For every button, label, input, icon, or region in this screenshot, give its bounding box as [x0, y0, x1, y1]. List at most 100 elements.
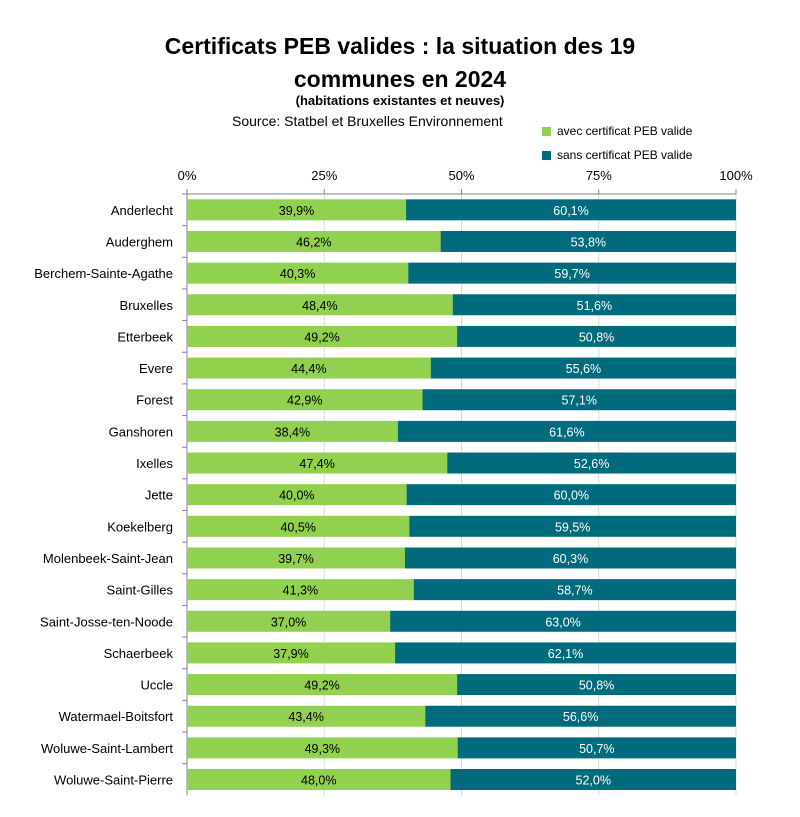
chart-title-line-2: communes en 2024	[293, 66, 507, 92]
bar-with-certificate	[187, 199, 407, 221]
data-label-with-certificate: 39,7%	[278, 552, 313, 566]
legend-label-with-certificate: avec certificat PEB valide	[557, 124, 693, 138]
category-label: Anderlecht	[111, 203, 174, 218]
x-tick-label: 25%	[311, 168, 337, 183]
category-label: Forest	[136, 393, 173, 408]
bar-with-certificate	[187, 262, 409, 284]
bar-without-certificate	[457, 737, 736, 759]
bar-without-certificate	[425, 705, 736, 727]
bar-without-certificate	[390, 610, 736, 632]
data-label-with-certificate: 49,2%	[304, 679, 339, 693]
bar-with-certificate	[187, 547, 405, 569]
bar-with-certificate	[187, 674, 458, 696]
data-label-with-certificate: 40,0%	[279, 489, 314, 503]
bar-with-certificate	[187, 705, 426, 727]
category-label: Uccle	[140, 678, 173, 693]
bar-without-certificate	[413, 579, 736, 601]
data-label-with-certificate: 37,0%	[271, 615, 306, 629]
category-label: Etterbeek	[117, 329, 173, 344]
bar-without-certificate	[422, 389, 736, 411]
category-label: Berchem-Sainte-Agathe	[34, 266, 173, 281]
data-label-with-certificate: 48,4%	[302, 299, 337, 313]
chart-subtitle: (habitations existantes et neuves)	[295, 93, 505, 108]
data-label-without-certificate: 55,6%	[566, 362, 601, 376]
data-label-without-certificate: 62,1%	[548, 647, 583, 661]
x-tick-label: 50%	[448, 168, 474, 183]
bar-with-certificate	[187, 737, 458, 759]
data-label-without-certificate: 52,6%	[574, 457, 609, 471]
bar-with-certificate	[187, 389, 423, 411]
category-label: Woluwe-Saint-Lambert	[41, 741, 173, 756]
bar-without-certificate	[404, 547, 736, 569]
x-tick-label: 0%	[178, 168, 197, 183]
category-label: Woluwe-Saint-Pierre	[54, 773, 173, 788]
bar-without-certificate	[457, 325, 736, 347]
bar-with-certificate	[187, 642, 396, 664]
data-label-without-certificate: 63,0%	[545, 615, 580, 629]
category-label: Auderghem	[106, 234, 173, 249]
x-tick-label: 100%	[719, 168, 753, 183]
legend-item-without-certificate: sans certificat PEB valide	[542, 148, 692, 162]
data-label-without-certificate: 60,3%	[553, 552, 588, 566]
data-label-without-certificate: 52,0%	[576, 774, 611, 788]
category-label: Molenbeek-Saint-Jean	[43, 551, 173, 566]
x-tick-label: 75%	[586, 168, 612, 183]
chart-title-line-1: Certificats PEB valides : la situation d…	[164, 33, 636, 59]
data-label-with-certificate: 37,9%	[273, 647, 308, 661]
bar-without-certificate	[447, 452, 736, 474]
legend-label-without-certificate: sans certificat PEB valide	[557, 148, 693, 162]
data-label-with-certificate: 38,4%	[275, 425, 310, 439]
bar-without-certificate	[409, 515, 736, 537]
bar-with-certificate	[187, 325, 458, 347]
data-label-without-certificate: 50,8%	[579, 679, 614, 693]
data-label-without-certificate: 58,7%	[557, 584, 592, 598]
data-label-with-certificate: 46,2%	[296, 235, 331, 249]
bar-without-certificate	[440, 230, 736, 252]
data-label-with-certificate: 49,3%	[305, 742, 340, 756]
category-label: Koekelberg	[107, 519, 173, 534]
bar-with-certificate	[187, 452, 448, 474]
bar-without-certificate	[450, 769, 736, 791]
data-label-without-certificate: 51,6%	[577, 299, 612, 313]
data-label-with-certificate: 40,3%	[280, 267, 315, 281]
data-label-with-certificate: 49,2%	[304, 330, 339, 344]
bar-with-certificate	[187, 230, 441, 252]
bar-without-certificate	[408, 262, 736, 284]
bar-without-certificate	[397, 420, 736, 442]
data-label-with-certificate: 43,4%	[288, 710, 323, 724]
data-label-without-certificate: 61,6%	[549, 425, 584, 439]
bar-with-certificate	[187, 357, 431, 379]
category-label: Bruxelles	[120, 298, 174, 313]
data-label-with-certificate: 47,4%	[299, 457, 334, 471]
legend-item-with-certificate: avec certificat PEB valide	[542, 124, 692, 138]
bar-with-certificate	[187, 420, 398, 442]
data-label-without-certificate: 59,5%	[555, 520, 590, 534]
chart-source: Source: Statbel et Bruxelles Environneme…	[232, 113, 503, 129]
data-label-without-certificate: 57,1%	[562, 394, 597, 408]
category-label: Ganshoren	[109, 424, 173, 439]
legend-swatch-without-certificate	[542, 150, 551, 160]
category-label: Evere	[139, 361, 173, 376]
data-label-without-certificate: 56,6%	[563, 710, 598, 724]
data-label-without-certificate: 50,8%	[579, 330, 614, 344]
category-label: Schaerbeek	[104, 646, 174, 661]
data-label-with-certificate: 48,0%	[301, 774, 336, 788]
data-label-without-certificate: 53,8%	[571, 235, 606, 249]
bar-without-certificate	[457, 674, 736, 696]
data-label-with-certificate: 39,9%	[279, 204, 314, 218]
chart-title: Certificats PEB valides : la situation d…	[0, 30, 800, 96]
bar-with-certificate	[187, 294, 453, 316]
category-label: Jette	[145, 488, 173, 503]
data-label-with-certificate: 41,3%	[283, 584, 318, 598]
bar-without-certificate	[430, 357, 736, 379]
data-label-without-certificate: 60,1%	[553, 204, 588, 218]
category-label: Saint-Josse-ten-Noode	[40, 614, 173, 629]
bar-with-certificate	[187, 579, 414, 601]
data-label-with-certificate: 44,4%	[291, 362, 326, 376]
bar-with-certificate	[187, 769, 451, 791]
legend-swatch-with-certificate	[542, 126, 551, 136]
data-label-without-certificate: 59,7%	[554, 267, 589, 281]
bar-without-certificate	[395, 642, 736, 664]
data-label-without-certificate: 60,0%	[554, 489, 589, 503]
